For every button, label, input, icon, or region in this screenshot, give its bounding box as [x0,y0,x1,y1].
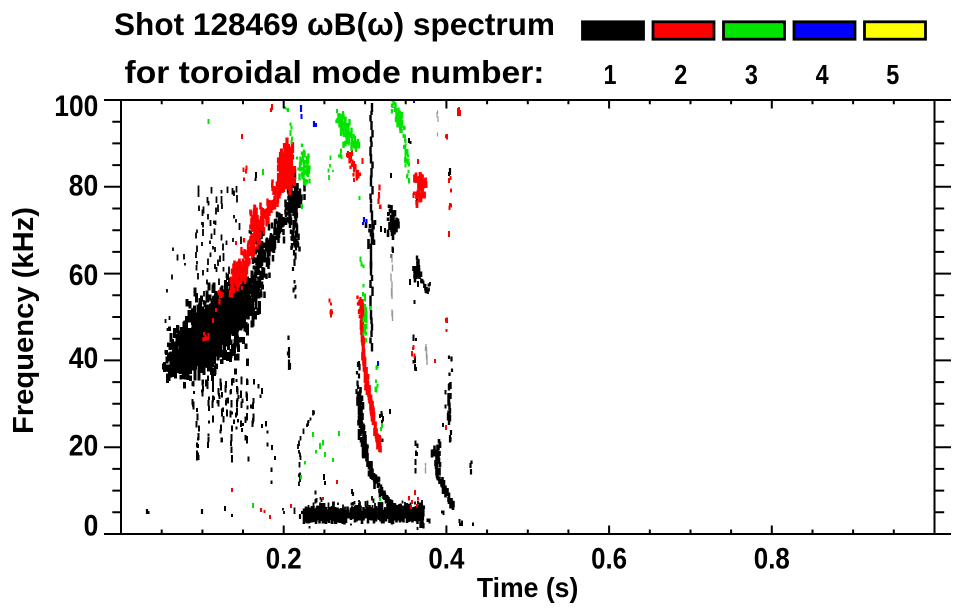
svg-text:0.2: 0.2 [266,543,302,576]
svg-text:Shot 128469 ωB(ω) spectrum: Shot 128469 ωB(ω) spectrum [114,6,555,42]
svg-text:for toroidal mode number:: for toroidal mode number: [125,54,545,90]
svg-text:0.6: 0.6 [591,543,627,576]
svg-text:2: 2 [674,59,687,90]
svg-text:60: 60 [69,259,99,292]
svg-text:100: 100 [54,90,98,123]
svg-text:20: 20 [69,430,99,463]
svg-text:0.8: 0.8 [754,543,790,576]
svg-text:4: 4 [816,59,829,90]
svg-text:Frequency (kHz): Frequency (kHz) [8,207,40,434]
svg-text:0.4: 0.4 [428,543,464,576]
svg-text:40: 40 [69,342,99,375]
svg-text:0: 0 [84,510,99,543]
svg-text:Time (s): Time (s) [477,572,579,603]
svg-text:5: 5 [886,59,899,90]
svg-text:3: 3 [745,59,758,90]
svg-text:80: 80 [69,170,99,203]
svg-text:1: 1 [604,59,617,90]
